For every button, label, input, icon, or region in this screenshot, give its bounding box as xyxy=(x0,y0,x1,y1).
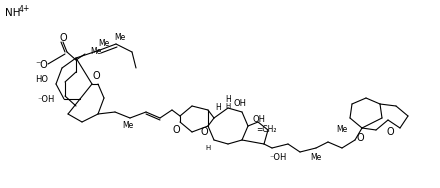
Text: +: + xyxy=(22,4,29,13)
Text: H: H xyxy=(205,145,211,151)
Text: O: O xyxy=(200,127,208,137)
Text: ⁻O: ⁻O xyxy=(36,60,48,70)
Text: HO: HO xyxy=(35,76,48,84)
Text: OH: OH xyxy=(252,115,265,124)
Text: 4: 4 xyxy=(19,5,24,14)
Text: H: H xyxy=(225,96,231,105)
Text: OH: OH xyxy=(234,99,246,108)
Text: O: O xyxy=(59,33,67,43)
Text: O: O xyxy=(356,133,364,143)
Text: Me: Me xyxy=(99,39,110,48)
Text: ⁻OH: ⁻OH xyxy=(269,153,287,162)
Text: =CH₂: =CH₂ xyxy=(256,126,276,134)
Text: H: H xyxy=(225,103,231,109)
Text: H: H xyxy=(215,104,221,112)
Text: ⁻OH: ⁻OH xyxy=(38,96,55,105)
Text: O: O xyxy=(92,71,100,81)
Text: Me: Me xyxy=(336,126,348,134)
Text: Me: Me xyxy=(114,33,126,42)
Text: O: O xyxy=(386,127,394,137)
Text: NH: NH xyxy=(5,8,21,18)
Text: O: O xyxy=(172,125,180,135)
Text: Me: Me xyxy=(122,121,134,130)
Text: Me: Me xyxy=(310,153,322,162)
Text: Me: Me xyxy=(90,48,101,57)
